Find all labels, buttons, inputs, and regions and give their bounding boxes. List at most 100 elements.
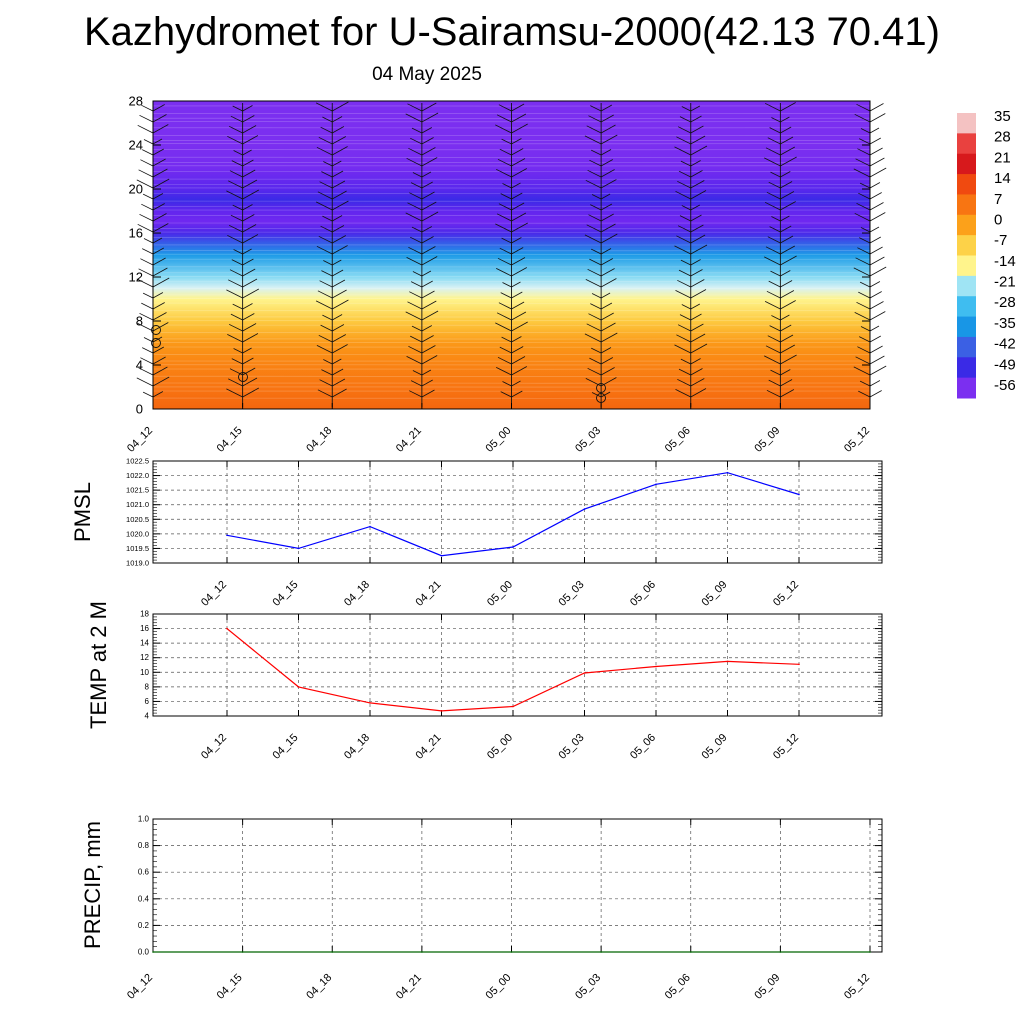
wind-barb-flag [332, 235, 346, 244]
calm-wind-circle [596, 383, 606, 393]
wind-barb-flag [152, 376, 170, 387]
wind-barb-flag [869, 157, 885, 167]
data-point [798, 663, 800, 666]
wind-barb-flag [767, 335, 781, 343]
wind-barb-flag [407, 301, 423, 310]
wind-barb-flag [690, 125, 704, 134]
wind-barb-flag [321, 369, 333, 376]
wind-barb-flag [408, 246, 423, 255]
wind-barb-flag [859, 237, 871, 244]
wind-barb-flag [152, 292, 164, 299]
wind-barb-flag [768, 280, 781, 288]
y-tick-label: 24 [129, 138, 143, 153]
wind-barb-flag [511, 148, 524, 156]
data-point [510, 951, 513, 953]
colorbar-swatch [957, 255, 976, 277]
wind-barb-flag [152, 356, 166, 365]
wind-barb-flag [231, 358, 243, 365]
wind-barb-flag [585, 179, 602, 189]
wind-barb-flag [859, 336, 871, 343]
y-tick-label: 12 [140, 653, 149, 662]
wind-barb-flag [587, 268, 602, 277]
wind-barb-flag [600, 248, 612, 255]
wind-barb-flag [318, 136, 333, 145]
wind-barb-flag [498, 203, 512, 211]
wind-barb-flag [242, 258, 254, 266]
wind-barb-flag [499, 247, 512, 255]
wind-barb-flag [332, 215, 343, 222]
y-tick-label: 0 [136, 402, 143, 417]
wind-barb-flag [421, 325, 432, 332]
wind-barb-flag [242, 377, 258, 387]
wind-barb-flag [677, 378, 691, 387]
wind-barb-flag [869, 365, 887, 376]
wind-barb-flag [511, 281, 521, 288]
wind-barb-flag [421, 102, 437, 112]
wind-barb-flag [675, 190, 691, 200]
wind-barb-flag [869, 325, 880, 332]
wind-barb-flag [869, 182, 881, 189]
colorbar-label: -28 [994, 294, 1016, 311]
wind-barb-flag [137, 323, 154, 332]
wind-barb-flag [600, 367, 615, 376]
y-tick-label: 1022.0 [126, 471, 149, 480]
wind-barb-flag [227, 234, 243, 244]
wind-barb-flag [600, 179, 617, 189]
wind-barb-flag [600, 124, 616, 134]
wind-barb-flag [317, 191, 333, 200]
wind-barb-flag [869, 256, 885, 266]
wind-barb-flag [859, 182, 871, 189]
wind-barb-flag [770, 369, 781, 376]
wind-barb-flag [421, 310, 439, 321]
wind-barb-flag [499, 148, 512, 156]
wind-barb-flag [412, 370, 423, 376]
wind-barb-flag [421, 345, 436, 354]
x-tick-label: 04_15 [215, 972, 245, 1002]
wind-barb-flag [332, 146, 348, 156]
wind-barb-flag [869, 192, 882, 200]
wind-barb-flag [228, 279, 243, 288]
x-tick-label: 04_21 [394, 425, 424, 455]
wind-barb-flag [856, 202, 871, 211]
calm-wind-circle [151, 325, 161, 335]
wind-barb-flag [232, 105, 243, 112]
wind-barb-flag [152, 178, 170, 189]
wind-barb-flag [780, 225, 792, 233]
wind-barb-flag [497, 158, 512, 167]
wind-barb-flag [511, 346, 524, 354]
wind-barb-flag [675, 389, 691, 398]
wind-barb-flag [856, 301, 871, 310]
wind-barb-flag [600, 213, 614, 222]
wind-barb-flag [227, 334, 243, 343]
wind-barb-flag [591, 293, 602, 299]
wind-barb-flag [229, 269, 243, 277]
data-point [440, 554, 443, 557]
x-tick-label: 04_18 [342, 579, 372, 609]
wind-barb-flag [242, 115, 255, 123]
wind-barb-flag [681, 106, 691, 112]
wind-barb-flag [511, 158, 526, 167]
wind-barb-flag [590, 303, 602, 310]
wind-barb-flag [600, 278, 617, 288]
wind-barb-flag [600, 233, 618, 244]
y-tick-label: 6 [145, 697, 150, 706]
wind-barb-flag [587, 367, 602, 376]
wind-barb-flag [332, 299, 349, 310]
x-tick-label: 04_15 [271, 579, 301, 609]
x-tick-label: 05_03 [573, 425, 603, 455]
colorbar-swatch [957, 235, 976, 256]
wind-barb-flag [421, 256, 438, 266]
wind-barb-flag [869, 147, 883, 156]
colorbar-swatch [957, 113, 976, 134]
wind-barb-flag [421, 171, 432, 178]
x-tick-label: 05_03 [573, 972, 603, 1002]
wind-barb-flag [421, 355, 438, 365]
wind-barb-flag [152, 336, 163, 343]
wind-barb-flag [409, 390, 423, 398]
y-tick-label: 12 [129, 270, 143, 285]
wind-barb-flag [679, 215, 691, 222]
plot-frame [152, 818, 883, 953]
wind-barb-flag [590, 105, 602, 112]
wind-barb-flag [230, 313, 243, 321]
wind-barb-flag [421, 246, 436, 255]
